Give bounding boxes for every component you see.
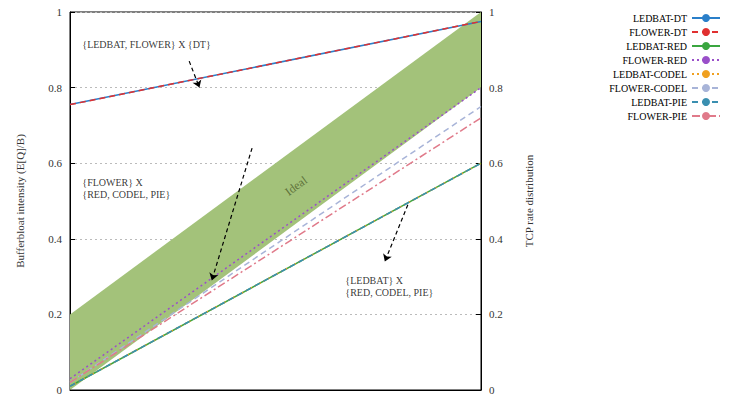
svg-text:Ideal: Ideal [282,173,310,199]
svg-text:FLOWER-PIE: FLOWER-PIE [628,111,687,122]
svg-text:{RED, CODEL, PIE}: {RED, CODEL, PIE} [82,189,170,200]
svg-text:LEDBAT-PIE: LEDBAT-PIE [631,97,687,108]
svg-text:1: 1 [489,6,495,18]
svg-text:FLOWER-RED: FLOWER-RED [623,55,687,66]
svg-text:TCP rate distribution: TCP rate distribution [523,154,535,247]
svg-text:0: 0 [57,384,63,396]
svg-text:{RED, CODEL, PIE}: {RED, CODEL, PIE} [345,287,433,298]
svg-text:0.6: 0.6 [48,157,62,169]
svg-text:LEDBAT-DT: LEDBAT-DT [633,13,687,24]
svg-text:1: 1 [57,6,63,18]
svg-text:0.4: 0.4 [48,233,62,245]
svg-text:{FLOWER} X: {FLOWER} X [82,177,143,188]
svg-text:0.8: 0.8 [48,82,62,94]
svg-text:LEDBAT-RED: LEDBAT-RED [626,41,687,52]
svg-text:0.8: 0.8 [489,82,503,94]
svg-text:{LEDBAT} X: {LEDBAT} X [345,275,403,286]
svg-text:0.2: 0.2 [48,308,62,320]
svg-text:0.4: 0.4 [489,233,503,245]
svg-text:0: 0 [489,384,495,396]
svg-text:0.6: 0.6 [489,157,503,169]
svg-text:{LEDBAT, FLOWER} X {DT}: {LEDBAT, FLOWER} X {DT} [82,39,210,50]
svg-text:Bufferbloat intensity (E[Q]/B): Bufferbloat intensity (E[Q]/B) [14,134,27,268]
svg-text:FLOWER-CODEL: FLOWER-CODEL [609,83,687,94]
svg-text:LEDBAT-CODEL: LEDBAT-CODEL [613,69,687,80]
svg-text:0.2: 0.2 [489,308,503,320]
svg-text:FLOWER-DT: FLOWER-DT [629,27,687,38]
